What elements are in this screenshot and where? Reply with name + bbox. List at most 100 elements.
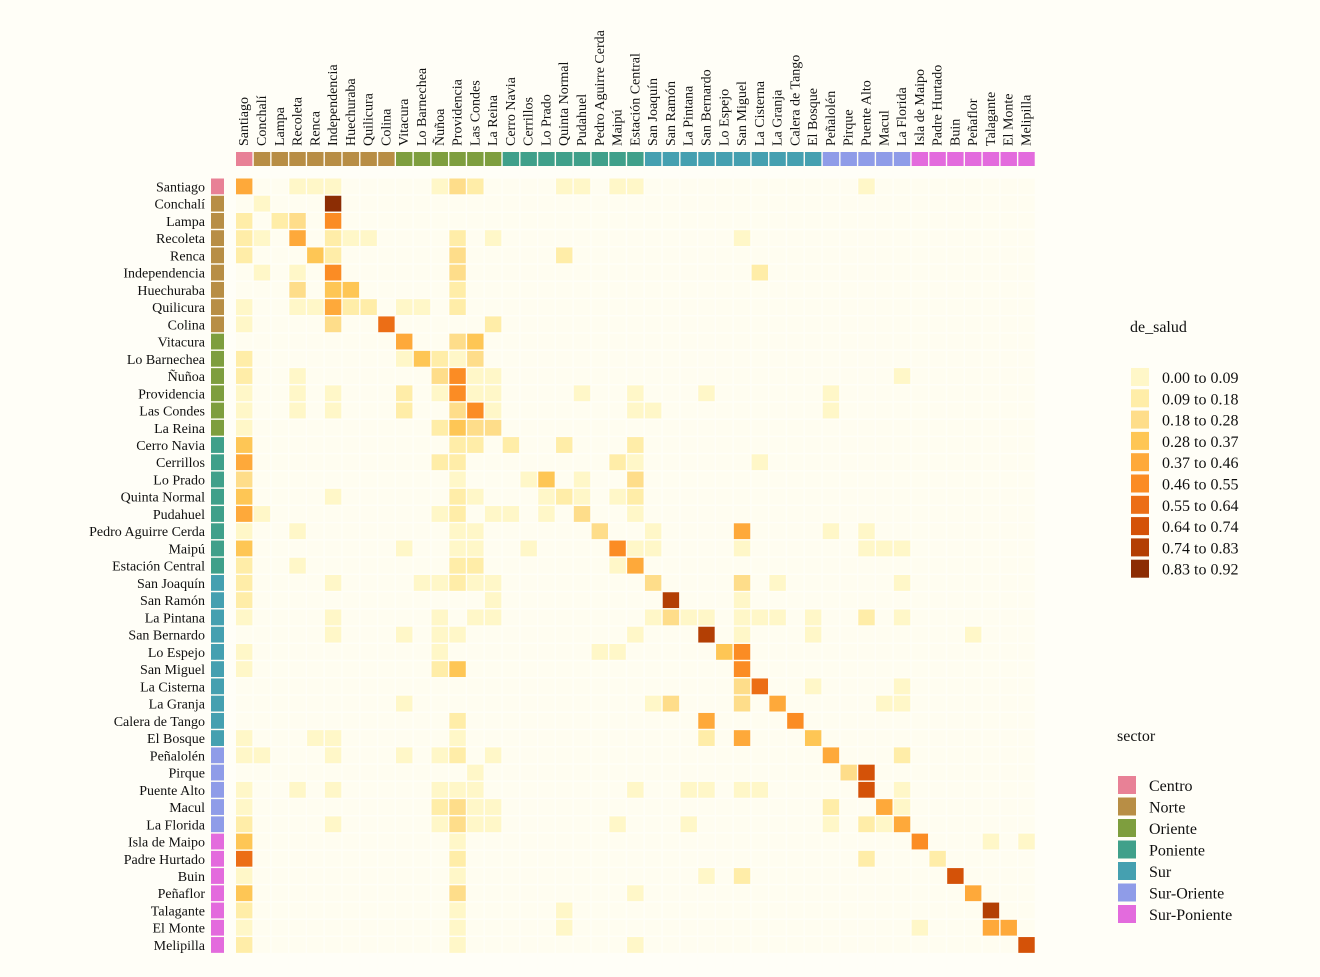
empty-cell — [947, 781, 964, 798]
empty-cell — [964, 781, 982, 798]
heatmap-cell: Colina → La Reina: 0.14 — [484, 316, 502, 333]
empty-cell — [467, 299, 484, 315]
row-label-maipu: Maipú — [168, 542, 205, 557]
empty-cell — [538, 799, 555, 815]
empty-cell — [911, 471, 929, 488]
empty-cell — [698, 799, 715, 815]
empty-cell — [431, 868, 448, 884]
heatmap-cell: Isla de Maipo → Isla de Maipo: 0.5 — [911, 833, 929, 850]
column-sector-swatch — [609, 152, 626, 166]
empty-cell — [893, 523, 911, 540]
empty-cell — [787, 402, 804, 419]
empty-cell — [520, 747, 537, 764]
empty-cell — [1000, 247, 1017, 264]
empty-cell — [840, 609, 857, 626]
empty-cell — [982, 712, 1000, 729]
empty-cell — [716, 333, 733, 350]
empty-cell — [520, 230, 537, 247]
fill-legend-swatch — [1131, 495, 1149, 514]
heatmap-cell: Maipú → Vitacura: 0.05 — [396, 540, 413, 557]
empty-cell — [307, 816, 324, 833]
empty-cell — [982, 350, 1000, 367]
empty-cell — [556, 833, 573, 850]
empty-cell — [538, 178, 555, 195]
empty-cell — [698, 592, 715, 609]
empty-cell — [733, 557, 751, 574]
empty-cell — [840, 506, 857, 522]
empty-cell — [431, 488, 448, 505]
empty-cell — [253, 885, 271, 902]
empty-cell — [360, 540, 377, 557]
empty-cell — [253, 212, 271, 229]
empty-cell — [378, 437, 395, 453]
empty-cell — [769, 195, 786, 212]
empty-cell — [396, 902, 413, 919]
empty-cell — [858, 488, 875, 505]
empty-cell — [733, 212, 751, 229]
empty-cell — [680, 833, 697, 850]
empty-cell — [520, 678, 537, 695]
empty-cell — [538, 402, 555, 419]
empty-cell — [289, 919, 306, 936]
empty-cell — [911, 506, 929, 522]
empty-cell — [644, 350, 662, 367]
column-label-renca: Renca — [308, 110, 323, 146]
empty-cell — [644, 557, 662, 574]
empty-cell — [502, 885, 520, 902]
empty-cell — [787, 764, 804, 781]
empty-cell — [591, 764, 608, 781]
empty-cell — [307, 368, 324, 384]
empty-cell — [964, 212, 982, 229]
empty-cell — [467, 506, 484, 522]
row-sector-swatch — [211, 557, 224, 574]
heatmap-cell: Isla de Maipo → Santiago: 0.32 — [236, 833, 253, 850]
empty-cell — [324, 333, 342, 350]
empty-cell — [644, 678, 662, 695]
empty-cell — [840, 195, 857, 212]
empty-cell — [947, 247, 964, 264]
row-label-estacion-central: Estación Central — [112, 560, 205, 575]
empty-cell — [787, 488, 804, 505]
empty-cell — [787, 799, 804, 815]
empty-cell — [947, 902, 964, 919]
empty-cell — [947, 643, 964, 660]
empty-cell — [804, 350, 822, 367]
row-sector-swatch — [211, 712, 224, 729]
empty-cell — [787, 264, 804, 281]
empty-cell — [378, 540, 395, 557]
row-sector-swatch — [211, 385, 224, 402]
heatmap-cell: San Miguel → San Miguel: 0.5 — [733, 661, 751, 678]
empty-cell — [876, 523, 893, 540]
sector-legend-label: Sur-Poniente — [1149, 907, 1232, 924]
empty-cell — [324, 592, 342, 609]
empty-cell — [698, 850, 715, 867]
empty-cell — [822, 764, 840, 781]
empty-cell — [396, 592, 413, 609]
empty-cell — [289, 868, 306, 884]
empty-cell — [662, 419, 680, 436]
empty-cell — [360, 816, 377, 833]
empty-cell — [289, 643, 306, 660]
empty-cell — [360, 437, 377, 453]
row-label-san-bernardo: San Bernardo — [128, 629, 205, 644]
column-sector-swatch — [236, 152, 253, 166]
heatmap-cell: Peñalolén → Santiago: 0.05 — [236, 747, 253, 764]
empty-cell — [236, 333, 253, 350]
empty-cell — [342, 419, 360, 436]
empty-cell — [467, 678, 484, 695]
empty-cell — [662, 488, 680, 505]
empty-cell — [680, 471, 697, 488]
empty-cell — [253, 368, 271, 384]
empty-cell — [1000, 626, 1017, 643]
column-sector-swatch — [822, 152, 840, 166]
empty-cell — [502, 919, 520, 936]
empty-cell — [413, 368, 431, 384]
empty-cell — [982, 816, 1000, 833]
empty-cell — [929, 506, 946, 522]
empty-cell — [360, 368, 377, 384]
empty-cell — [858, 626, 875, 643]
heatmap-cell: San Bernardo → San Miguel: 0.05 — [733, 626, 751, 643]
empty-cell — [804, 557, 822, 574]
empty-cell — [947, 212, 964, 229]
empty-cell — [751, 816, 769, 833]
